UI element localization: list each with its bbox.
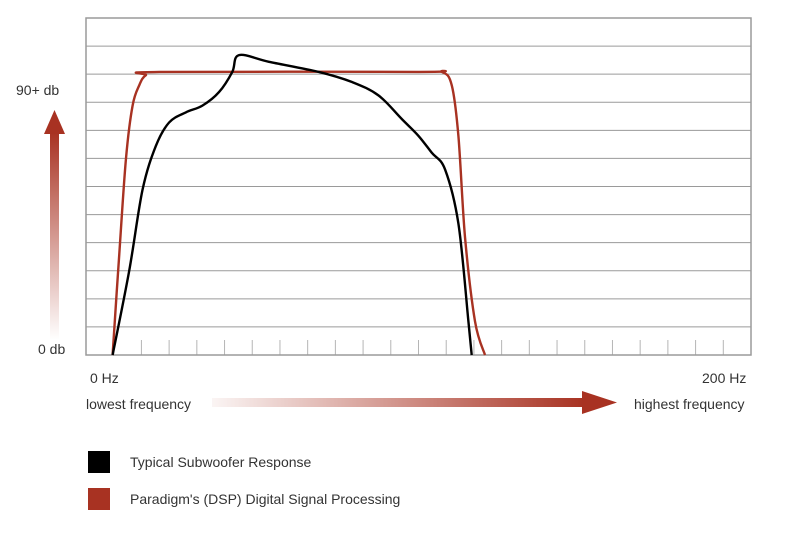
legend-swatch-black: [88, 451, 110, 473]
legend-swatch-red: [88, 488, 110, 510]
x-caption-right: highest frequency: [634, 396, 745, 412]
legend-item-dsp: Paradigm's (DSP) Digital Signal Processi…: [88, 488, 400, 510]
series-lines: [111, 53, 487, 356]
plot-frame: [85, 17, 752, 356]
y-label-top: 90+ db: [16, 82, 59, 98]
grid-lines: [86, 45, 751, 328]
series-line-subwoofer: [111, 53, 473, 356]
x-label-right: 200 Hz: [702, 370, 746, 386]
y-label-bottom: 0 db: [38, 341, 65, 357]
series-line-dsp: [111, 69, 487, 356]
legend-label: Paradigm's (DSP) Digital Signal Processi…: [130, 491, 401, 507]
legend-label: Typical Subwoofer Response: [130, 454, 312, 470]
x-axis-arrow: [212, 391, 617, 414]
x-label-left: 0 Hz: [90, 370, 119, 386]
x-caption-left: lowest frequency: [86, 396, 191, 412]
x-axis-ticks: [113, 340, 724, 355]
y-axis-arrow: [44, 110, 65, 340]
legend-item-subwoofer: Typical Subwoofer Response: [88, 451, 311, 473]
